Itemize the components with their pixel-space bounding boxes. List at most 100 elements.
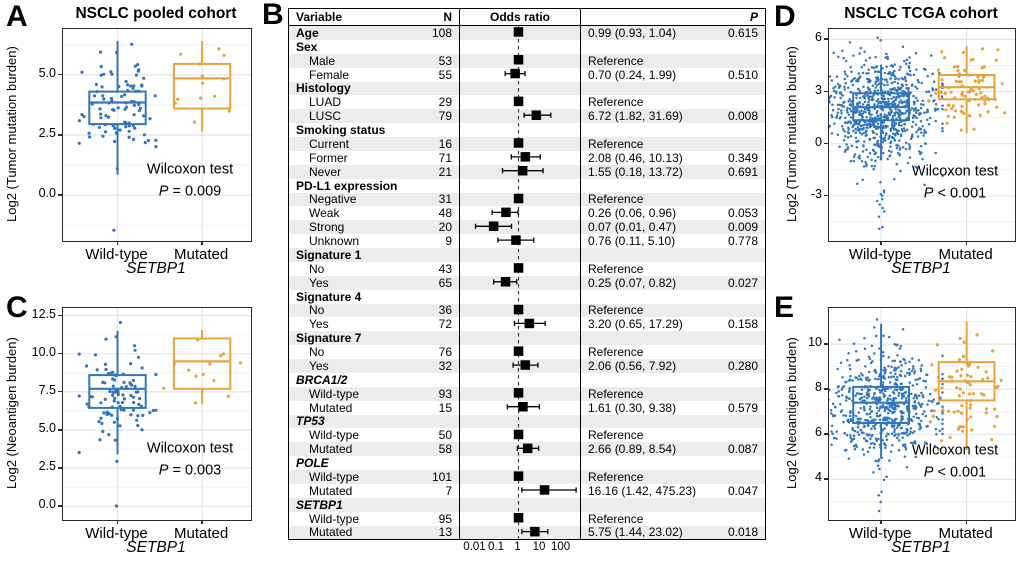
n-value: 20: [438, 220, 452, 235]
y-tick-mark: [824, 38, 828, 41]
forest-plot-cell: [459, 470, 581, 484]
forest-row: Yes 65 0.25 (0.07, 0.82) 0.027: [289, 276, 765, 290]
forest-row: Age 108 0.99 (0.93, 1.04) 0.615: [289, 26, 765, 40]
odds-ratio-text: 0.70 (0.24, 1.99): [588, 67, 677, 82]
p-value: 0.691: [727, 164, 758, 179]
variable-label: Negative: [309, 192, 357, 207]
y-tick-mark: [58, 73, 62, 76]
p-value: 0.778: [727, 234, 758, 249]
variable-label: Histology: [296, 81, 351, 96]
odds-ratio-text: 3.20 (0.65, 17.29): [588, 317, 683, 332]
forest-axis-tick-label: 1: [514, 541, 521, 553]
x-tick-label-mutated: Mutated: [174, 246, 229, 263]
y-tick-mark: [824, 142, 828, 145]
x-tick-mark: [880, 520, 882, 524]
y-tick-label: 6: [815, 30, 822, 45]
odds-ratio-text: Reference: [588, 303, 644, 318]
forest-plot-cell: [459, 414, 581, 429]
forest-row: Mutated 13 5.75 (1.44, 23.02) 0.018: [289, 525, 765, 539]
forest-row: Smoking status: [289, 123, 765, 137]
y-tick-mark: [824, 388, 828, 390]
forest-plot-cell: [459, 192, 581, 207]
panel-e-p-symbol: P: [923, 464, 934, 480]
column-header-variable: Variable: [296, 10, 343, 24]
forest-plot-cell: [459, 483, 581, 498]
forest-axis-tick-label: 0.01: [463, 541, 486, 553]
odds-ratio-text: 0.99 (0.93, 1.04): [588, 25, 677, 40]
y-tick-label: 2.5: [38, 459, 56, 474]
forest-row: LUAD 29 Reference: [289, 95, 765, 109]
variable-label: LUAD: [309, 95, 342, 110]
variable-label: Yes: [309, 275, 329, 290]
odds-ratio-text: 1.61 (0.30, 9.38): [588, 400, 677, 415]
forest-plot-cell: [459, 345, 581, 359]
forest-row: Negative 31 Reference: [289, 192, 765, 207]
forest-row: LUSC 79 6.72 (1.82, 31.69) 0.008: [289, 109, 765, 123]
x-tick-mark: [116, 520, 119, 524]
panel-e-annotation: Wilcoxon test P < 0.001: [912, 440, 998, 484]
forest-plot-cell: [459, 275, 581, 290]
panel-b-letter: B: [262, 0, 284, 31]
forest-row: Histology: [289, 81, 765, 96]
p-value: 0.053: [727, 206, 758, 221]
variable-label: Wild-type: [309, 386, 360, 401]
forest-row: Mutated 58 2.66 (0.89, 8.54) 0.087: [289, 442, 765, 456]
forest-row: Yes 32 2.06 (0.56, 7.92) 0.280: [289, 359, 765, 373]
n-value: 32: [438, 358, 452, 373]
n-value: 29: [438, 95, 452, 110]
forest-plot-cell: [459, 67, 581, 82]
n-value: 79: [438, 109, 452, 124]
variable-label: LUSC: [309, 109, 342, 124]
forest-row: No 43 Reference: [289, 262, 765, 276]
forest-plot-cell: [459, 206, 581, 221]
forest-plot-cell: [459, 178, 581, 193]
forest-plot-cell: [459, 400, 581, 415]
odds-ratio-text: 0.07 (0.01, 0.47): [588, 220, 677, 235]
p-value: 0.349: [727, 150, 758, 165]
variable-label: Wild-type: [309, 428, 360, 443]
variable-label: TP53: [296, 414, 325, 429]
p-value: 0.008: [727, 109, 758, 124]
n-value: 76: [438, 345, 452, 360]
forest-plot-cell: [459, 220, 581, 235]
y-tick-mark: [824, 90, 828, 93]
n-value: 50: [438, 428, 452, 443]
y-tick-label: 10: [808, 335, 822, 350]
panel-e-letter: E: [774, 291, 795, 324]
forest-table: Variable N Odds ratio P Age 108 0.99 (0.93…: [288, 8, 766, 541]
panel-a-p-value: = 0.009: [168, 183, 222, 199]
panel-c-p-value: = 0.003: [168, 462, 222, 478]
panel-b: B Variable N Odds ratio P Age 108 0.99 (0.…: [258, 0, 766, 563]
n-value: 71: [438, 150, 452, 165]
n-value: 48: [438, 206, 452, 221]
x-tick-mark: [201, 241, 203, 245]
y-tick-mark: [58, 314, 62, 317]
variable-label: Signature 1: [296, 247, 362, 262]
y-tick-label: 5.0: [38, 421, 56, 435]
forest-table-header: Variable N Odds ratio P: [289, 9, 765, 26]
forest-row: Signature 1: [289, 248, 765, 262]
n-value: 93: [438, 386, 452, 401]
panel-a-boxplot: [62, 28, 252, 242]
forest-row: Never 21 1.55 (0.18, 13.72) 0.691: [289, 165, 765, 179]
forest-plot-cell: [459, 497, 581, 512]
odds-ratio-text: 2.08 (0.46, 10.13): [588, 150, 683, 165]
y-tick-label: 0.0: [38, 186, 56, 201]
panel-d-p-value: < 0.001: [933, 185, 987, 201]
p-value: 0.280: [727, 358, 758, 373]
odds-ratio-text: Reference: [588, 95, 644, 110]
forest-row: Mutated 15 1.61 (0.30, 9.38) 0.579: [289, 401, 765, 415]
y-tick-label: 5.0: [38, 65, 56, 80]
forest-plot-cell: [459, 26, 581, 40]
variable-label: Yes: [309, 358, 329, 373]
y-tick-label: 12.5: [31, 306, 56, 321]
x-tick-label-wild-type: Wild-type: [85, 525, 148, 542]
variable-label: Wild-type: [309, 511, 360, 526]
odds-ratio-text: 2.06 (0.56, 7.92): [588, 358, 677, 373]
forest-plot-cell: [459, 81, 581, 96]
p-value: 0.510: [727, 67, 758, 82]
panel-a-title: NSCLC pooled cohort: [75, 5, 237, 22]
y-tick-mark: [58, 505, 62, 507]
panel-a-letter: A: [6, 0, 28, 33]
panel-c-p-symbol: P: [158, 462, 169, 478]
